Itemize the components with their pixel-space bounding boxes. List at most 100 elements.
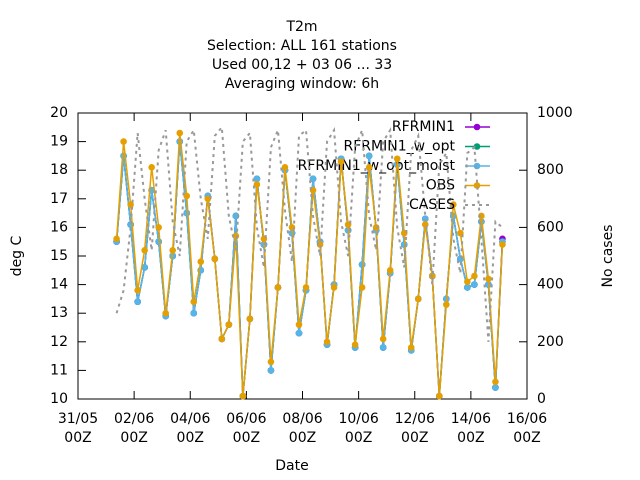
x-tick-label: 16/06 00Z: [507, 411, 547, 446]
legend-label: RFRMIN1_w_opt: [344, 139, 456, 155]
y-tick-label: 13: [50, 305, 68, 321]
y-tick-label: 10: [50, 391, 68, 407]
point: [120, 138, 127, 145]
x-tick-label: 10/06 00Z: [338, 411, 378, 446]
point: [246, 315, 254, 323]
point: [190, 298, 198, 306]
point: [379, 335, 387, 343]
point: [134, 298, 141, 306]
legend-label: CASES: [409, 197, 455, 213]
point: [274, 284, 282, 291]
point: [148, 164, 155, 171]
point: [267, 358, 275, 366]
point: [141, 246, 148, 254]
legend-marker: [473, 123, 481, 131]
point: [450, 201, 457, 208]
chart-title: T2m: [285, 19, 317, 35]
x-axis-label: Date: [275, 458, 308, 474]
point: [190, 309, 198, 317]
point: [113, 235, 120, 243]
x-tick-label: 14/06 00Z: [451, 411, 491, 446]
point: [386, 267, 394, 274]
y-tick-label: 15: [50, 248, 68, 264]
point: [379, 344, 387, 351]
legend-marker: [473, 162, 481, 170]
legend-label: RFRMIN1_w_opt_moist: [298, 158, 456, 174]
point: [358, 284, 366, 291]
point: [471, 272, 478, 280]
y-axis-label: deg C: [9, 235, 25, 276]
point: [253, 181, 261, 188]
point: [197, 258, 205, 266]
y2-tick-label: 600: [537, 219, 564, 235]
legend-marker: [473, 182, 481, 189]
point: [295, 321, 303, 328]
x-tick-label: 04/06 00Z: [170, 411, 210, 446]
y-tick-label: 20: [50, 105, 68, 121]
point: [218, 335, 226, 343]
point: [464, 278, 471, 286]
point: [267, 367, 275, 374]
point: [365, 164, 373, 171]
point: [337, 158, 345, 165]
point: [176, 129, 184, 137]
y2-tick-label: 200: [537, 334, 564, 350]
x-tick-label: 02/06 00Z: [114, 411, 154, 446]
point: [162, 309, 169, 317]
point: [302, 284, 310, 291]
plot-border: [77, 112, 528, 400]
chart-title: Used 00,12 + 03 06 ... 33: [212, 57, 392, 73]
point: [309, 175, 317, 183]
point: [225, 321, 233, 328]
point: [471, 281, 478, 288]
legend-label: OBS: [426, 178, 455, 194]
point: [323, 338, 331, 346]
point: [204, 195, 212, 203]
point: [155, 224, 162, 231]
y-tick-label: 11: [50, 362, 68, 378]
point: [393, 155, 401, 163]
x-tick-label: 08/06 00Z: [282, 411, 322, 446]
point: [141, 264, 148, 271]
y-tick-label: 12: [50, 334, 68, 350]
cases-line: [115, 124, 504, 342]
point: [253, 175, 261, 183]
point: [358, 261, 366, 268]
point: [407, 344, 415, 351]
point: [414, 295, 422, 303]
point: [464, 284, 471, 291]
point: [330, 284, 338, 291]
y-tick-label: 19: [50, 134, 68, 150]
x-tick-label: 31/05 00Z: [58, 411, 98, 446]
series-line: [115, 132, 504, 397]
y2-tick-label: 0: [537, 391, 546, 407]
point: [281, 164, 289, 171]
point: [183, 192, 191, 200]
point: [492, 378, 499, 386]
point: [478, 212, 485, 220]
y-tick-label: 16: [50, 219, 68, 235]
y-tick-label: 18: [50, 162, 68, 178]
legend-marker: [473, 143, 481, 150]
point: [134, 287, 141, 294]
x-tick-label: 12/06 00Z: [395, 411, 435, 446]
y2-tick-label: 1000: [537, 105, 573, 121]
legend-label: RFRMIN1: [392, 119, 455, 135]
y2-tick-label: 800: [537, 162, 564, 178]
point: [443, 301, 450, 308]
point: [211, 255, 219, 263]
point: [421, 221, 429, 228]
y2-tick-label: 400: [537, 277, 564, 293]
chart-title: Averaging window: 6h: [225, 76, 379, 92]
y-tick-label: 14: [50, 277, 68, 293]
point: [351, 341, 359, 348]
point: [239, 392, 247, 400]
point: [485, 275, 492, 283]
point: [436, 392, 443, 400]
point: [492, 384, 499, 391]
point: [155, 238, 162, 245]
point: [183, 209, 191, 217]
point: [295, 329, 303, 337]
point: [365, 152, 373, 160]
